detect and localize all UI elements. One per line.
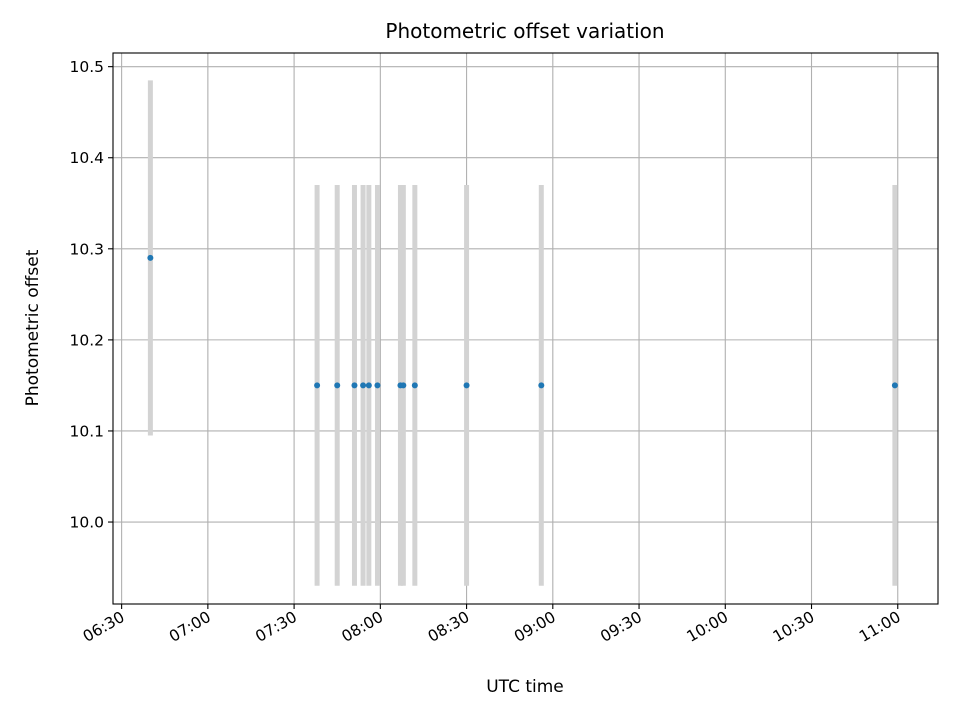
- y-axis-ticks: 10.0 10.1 10.2 10.3 10.4 10.5: [69, 58, 113, 532]
- data-point: [360, 382, 367, 389]
- data-point: [411, 382, 418, 389]
- x-axis-label: UTC time: [486, 677, 564, 697]
- y-tick-label: 10.3: [69, 240, 104, 258]
- y-tick-label: 10.4: [69, 149, 104, 167]
- data-point: [400, 382, 407, 389]
- data-point: [891, 382, 898, 389]
- data-points: [147, 254, 898, 389]
- y-tick-label: 10.1: [69, 422, 104, 440]
- data-point: [374, 382, 381, 389]
- plot-frame: [112, 52, 939, 605]
- chart-title: Photometric offset variation: [385, 19, 664, 43]
- data-point: [147, 254, 154, 261]
- data-point: [463, 382, 470, 389]
- data-point: [314, 382, 321, 389]
- y-tick-label: 10.0: [69, 514, 104, 532]
- data-point: [334, 382, 341, 389]
- y-tick-label: 10.5: [69, 58, 104, 76]
- y-axis-label: Photometric offset: [23, 249, 43, 406]
- data-point: [538, 382, 545, 389]
- y-tick-label: 10.2: [69, 331, 104, 349]
- data-point: [365, 382, 372, 389]
- data-point: [351, 382, 358, 389]
